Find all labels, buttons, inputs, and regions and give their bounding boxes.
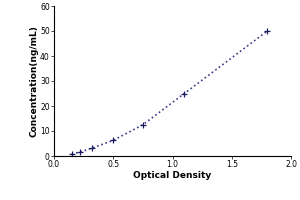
Point — [69, 152, 74, 156]
Point — [182, 92, 187, 95]
Point — [111, 139, 116, 142]
Point — [78, 151, 82, 154]
X-axis label: Optical Density: Optical Density — [134, 171, 212, 180]
Point — [265, 29, 270, 33]
Y-axis label: Concentration(ng/mL): Concentration(ng/mL) — [30, 25, 39, 137]
Point — [140, 123, 145, 126]
Point — [89, 147, 94, 150]
